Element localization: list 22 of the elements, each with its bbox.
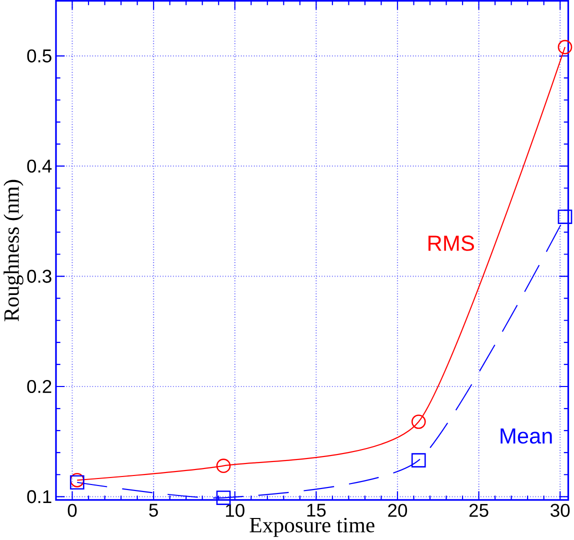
- x-tick-label: 20: [388, 504, 408, 517]
- point: [411, 414, 426, 429]
- x-tick-label: 5: [149, 504, 158, 516]
- x-tick-label: 25: [469, 504, 488, 517]
- x-tick-label: 30: [550, 504, 570, 517]
- y-tick-label: 0.4: [27, 159, 52, 172]
- x-axis-title: Exposure time: [250, 518, 374, 537]
- x-tick-label: 15: [307, 504, 326, 516]
- point: [558, 209, 572, 224]
- point: [216, 490, 231, 505]
- y-tick-label: 0.2: [27, 380, 52, 393]
- y-tick-label: 0.5: [27, 49, 52, 62]
- y-axis-title: Roughness (nm): [4, 180, 24, 322]
- legend-label: Mean: [500, 428, 552, 444]
- point: [558, 40, 572, 54]
- y-tick-label: 0.1: [27, 490, 52, 504]
- x-tick-label: 0: [68, 504, 77, 517]
- point: [411, 452, 426, 468]
- x-tick-label: 10: [226, 504, 244, 517]
- series-label: RMS: [428, 235, 474, 251]
- point: [216, 458, 231, 473]
- y-tick-label: 0.3: [27, 270, 52, 283]
